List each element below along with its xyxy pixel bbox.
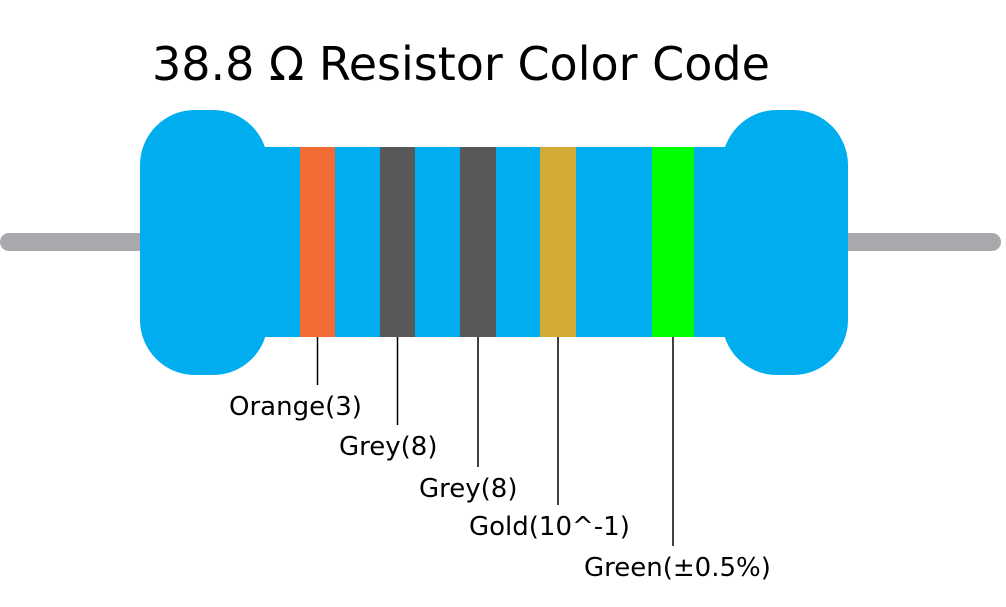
color-band bbox=[300, 147, 335, 337]
band-label: Gold(10^-1) bbox=[469, 512, 630, 542]
band-label: Orange(3) bbox=[229, 392, 362, 422]
body-left-end bbox=[140, 110, 268, 375]
title: 38.8 Ω Resistor Color Code bbox=[152, 37, 770, 91]
color-band bbox=[380, 147, 415, 337]
band-label: Green(±0.5%) bbox=[584, 553, 771, 583]
band-label: Grey(8) bbox=[419, 474, 517, 504]
color-band bbox=[540, 147, 576, 337]
color-band bbox=[652, 147, 694, 337]
color-band bbox=[460, 147, 496, 337]
body-right-end bbox=[722, 110, 848, 375]
bands: Orange(3) Grey(8) Grey(8) Gold(10^-1) Green(… bbox=[229, 147, 771, 583]
band-label: Grey(8) bbox=[339, 432, 437, 462]
